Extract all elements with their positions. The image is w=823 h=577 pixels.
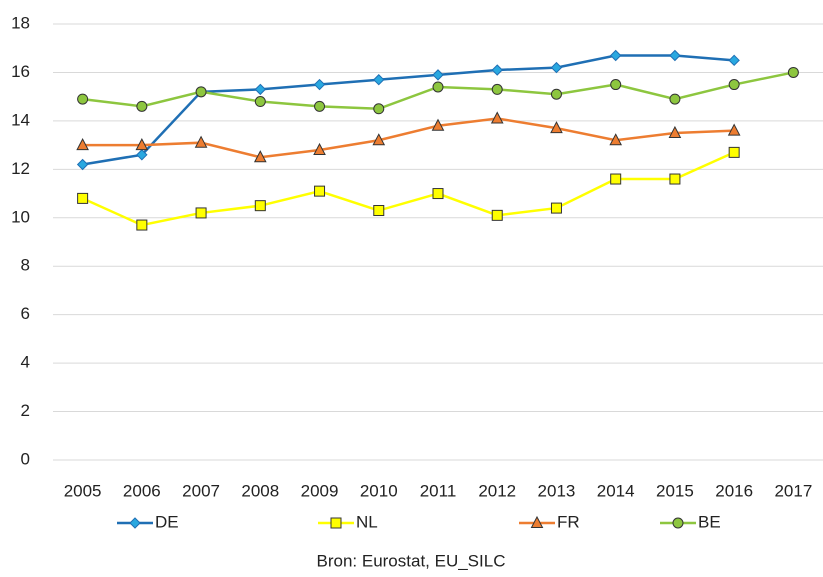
legend-label: FR bbox=[557, 512, 580, 531]
data-point bbox=[431, 118, 445, 131]
data-point bbox=[313, 78, 326, 91]
data-point bbox=[609, 133, 623, 146]
data-point bbox=[314, 185, 326, 197]
data-point bbox=[728, 146, 740, 158]
data-point bbox=[136, 100, 148, 112]
x-tick-label: 2014 bbox=[597, 481, 635, 500]
y-tick-label: 18 bbox=[11, 13, 30, 32]
data-point bbox=[550, 88, 562, 100]
data-point bbox=[669, 173, 681, 185]
x-tick-label: 2010 bbox=[360, 481, 398, 500]
data-point bbox=[490, 111, 504, 124]
data-point bbox=[669, 93, 681, 105]
data-point bbox=[314, 100, 326, 112]
data-point bbox=[77, 93, 89, 105]
data-point bbox=[728, 79, 740, 91]
data-point bbox=[76, 138, 89, 151]
legend-marker bbox=[672, 517, 684, 529]
data-point bbox=[195, 207, 207, 219]
data-point bbox=[727, 123, 741, 136]
series-line bbox=[82, 54, 735, 166]
data-point bbox=[610, 173, 622, 185]
data-point bbox=[136, 149, 148, 161]
data-point bbox=[432, 188, 444, 200]
data-point bbox=[194, 135, 208, 148]
data-point bbox=[432, 69, 444, 81]
series-line bbox=[82, 151, 735, 227]
data-point bbox=[77, 192, 89, 204]
data-point bbox=[254, 96, 266, 108]
data-point bbox=[313, 142, 326, 155]
x-tick-label: 2008 bbox=[241, 481, 279, 500]
y-tick-label: 12 bbox=[11, 159, 30, 178]
x-tick-label: 2009 bbox=[301, 481, 339, 500]
x-tick-label: 2012 bbox=[478, 481, 516, 500]
legend-label: BE bbox=[698, 512, 721, 531]
data-point bbox=[491, 209, 503, 221]
y-tick-label: 6 bbox=[21, 304, 30, 323]
data-point bbox=[550, 61, 563, 74]
data-point bbox=[372, 133, 386, 146]
data-point bbox=[550, 121, 563, 134]
data-point bbox=[668, 125, 682, 138]
y-tick-label: 0 bbox=[21, 449, 30, 468]
source: Bron: Eurostat, EU_SILC bbox=[317, 551, 506, 570]
y-tick-label: 4 bbox=[21, 353, 30, 372]
data-point bbox=[550, 202, 562, 214]
x-tick-label: 2011 bbox=[420, 481, 457, 500]
data-point bbox=[76, 158, 89, 171]
data-point bbox=[373, 74, 385, 86]
x-tick-label: 2007 bbox=[182, 481, 220, 500]
y-tick-label: 14 bbox=[11, 110, 30, 129]
data-point bbox=[728, 54, 740, 67]
y-tick-label: 2 bbox=[21, 401, 30, 420]
data-point bbox=[609, 49, 622, 62]
data-point bbox=[253, 150, 267, 163]
x-tick-label: 2005 bbox=[64, 481, 102, 500]
data-point bbox=[610, 79, 622, 91]
legend-label: DE bbox=[155, 512, 179, 531]
legend-label: NL bbox=[356, 512, 378, 531]
data-point bbox=[491, 64, 503, 76]
data-point bbox=[254, 83, 267, 96]
y-tick-label: 8 bbox=[21, 256, 30, 275]
data-point bbox=[787, 66, 799, 78]
legend-marker bbox=[129, 517, 141, 529]
x-tick-label: 2006 bbox=[123, 481, 161, 500]
data-point bbox=[195, 86, 207, 98]
x-tick-label: 2017 bbox=[774, 481, 812, 500]
data-point bbox=[432, 81, 444, 93]
data-point bbox=[491, 83, 503, 95]
data-point bbox=[136, 219, 148, 231]
legend-marker bbox=[530, 515, 544, 528]
x-tick-label: 2015 bbox=[656, 481, 694, 500]
x-tick-label: 2016 bbox=[715, 481, 753, 500]
legend-marker bbox=[330, 517, 342, 529]
data-point bbox=[254, 200, 266, 212]
data-point bbox=[373, 103, 385, 115]
series-line bbox=[82, 117, 735, 159]
data-point bbox=[135, 138, 149, 151]
x-tick-label: 2013 bbox=[538, 481, 576, 500]
data-point bbox=[373, 205, 385, 217]
data-point bbox=[669, 49, 681, 62]
y-tick-label: 10 bbox=[11, 207, 30, 226]
y-tick-label: 16 bbox=[11, 62, 30, 81]
